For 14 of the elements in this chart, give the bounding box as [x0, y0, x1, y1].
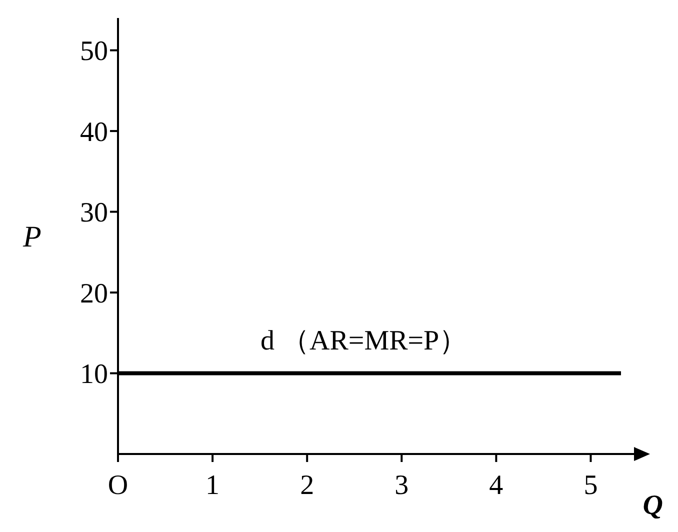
y-tick-label: 10 [80, 359, 108, 390]
x-tick-label: 1 [206, 470, 220, 501]
x-tick-label: O [108, 470, 128, 501]
x-axis-title: Q [642, 490, 663, 521]
y-tick-label: 50 [80, 36, 108, 68]
y-tick-label: 20 [80, 278, 108, 310]
y-tick-label: 40 [80, 116, 108, 148]
y-axis-title: P [22, 220, 42, 254]
x-tick-label: 5 [584, 470, 598, 501]
x-tick-label: 3 [394, 470, 409, 501]
annotation: d （AR=MR=P） [260, 325, 468, 356]
x-tick-label: 2 [300, 470, 314, 501]
x-tick-label: 4 [489, 470, 504, 501]
y-tick-label: 30 [80, 198, 108, 229]
